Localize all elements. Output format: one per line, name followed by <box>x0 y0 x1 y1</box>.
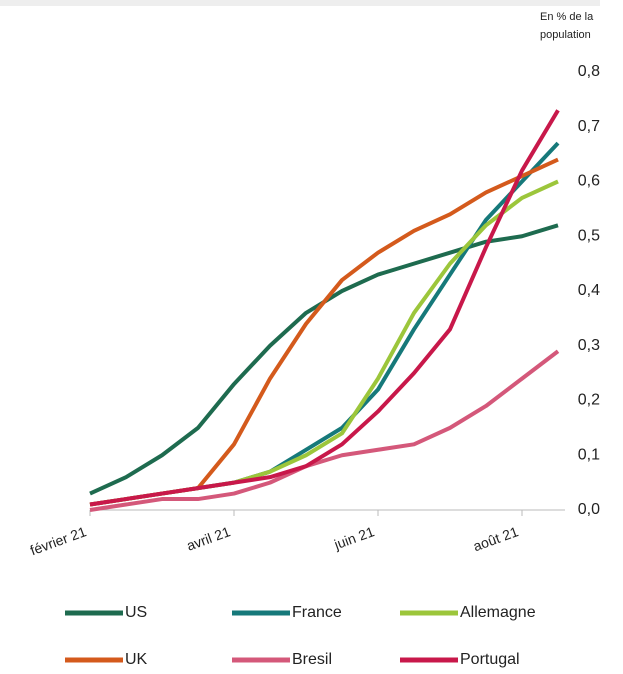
legend-label: US <box>125 604 147 621</box>
x-tick-label: août 21 <box>471 523 521 554</box>
y-tick-label: 0,7 <box>578 118 600 135</box>
x-tick-label: juin 21 <box>331 523 376 553</box>
y-tick-label: 0,8 <box>578 63 600 80</box>
legend-label: Bresil <box>292 651 332 668</box>
series-line <box>89 349 560 512</box>
series-line <box>89 141 560 507</box>
y-axis-label: En % de la population <box>540 11 594 41</box>
y-tick-label: 0,6 <box>578 173 600 190</box>
legend-label: UK <box>125 651 148 668</box>
series-line <box>89 109 560 507</box>
y-tick-label: 0,5 <box>578 227 600 244</box>
legend-label: Portugal <box>460 651 520 668</box>
y-tick-label: 0,4 <box>578 282 600 299</box>
x-tick-label: avril 21 <box>184 523 232 554</box>
legend-label: France <box>292 604 342 621</box>
y-tick-label: 0,2 <box>578 392 600 409</box>
y-tick-label: 0,3 <box>578 337 600 354</box>
y-tick-label: 0,0 <box>578 501 600 518</box>
top-bar <box>0 0 600 6</box>
series-line <box>89 157 559 507</box>
x-tick-label: février 21 <box>28 523 89 558</box>
y-tick-label: 0,1 <box>578 446 600 463</box>
legend-label: Allemagne <box>460 604 536 621</box>
